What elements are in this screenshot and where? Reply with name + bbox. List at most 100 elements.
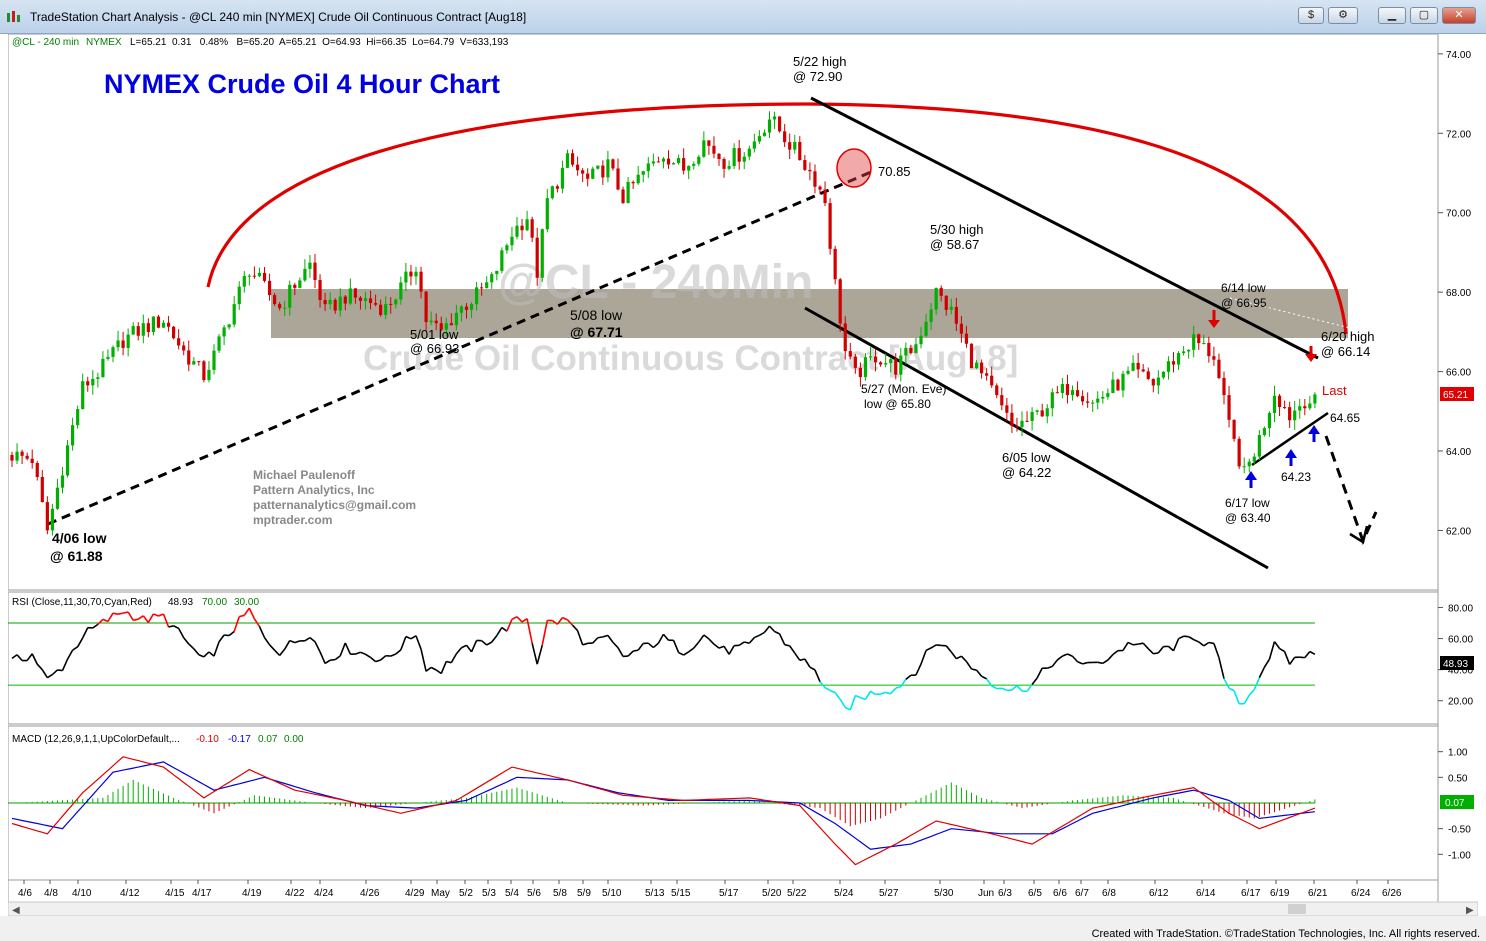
rsi-segment: [1097, 661, 1103, 665]
candle-body: [212, 350, 216, 370]
minimize-button[interactable]: ▁: [1378, 7, 1406, 24]
rsi-segment: [122, 611, 129, 614]
rsi-segment: [61, 658, 69, 671]
rsi-segment: [774, 630, 780, 635]
scroll-right-arrow[interactable]: ▶: [1466, 905, 1474, 916]
rsi-segment: [738, 641, 745, 646]
candle-body: [409, 271, 413, 277]
rsi-label: RSI (Close,11,30,70,Cyan,Red): [12, 597, 152, 608]
rsi-segment: [481, 640, 488, 646]
candle-body: [1106, 393, 1110, 397]
restore-button[interactable]: ▢: [1410, 7, 1438, 24]
rsi-segment: [289, 639, 296, 644]
close-button[interactable]: ✕: [1442, 7, 1476, 24]
candle-body: [772, 116, 777, 120]
candle-body: [1156, 377, 1160, 386]
candle-body: [454, 312, 458, 326]
rsi-segment: [576, 630, 584, 646]
candle-body: [495, 270, 499, 275]
candle-body: [1237, 438, 1241, 467]
candle-body: [1277, 395, 1282, 408]
dollar-button[interactable]: $: [1298, 7, 1324, 24]
candle-body: [1197, 334, 1201, 344]
time-tick-label: 6/6: [1053, 888, 1067, 899]
candle-body: [1075, 390, 1080, 397]
channel-lower-line: [804, 306, 1269, 570]
rsi-segment: [177, 627, 185, 639]
candle-body: [853, 356, 857, 368]
time-tick-label: 5/4: [505, 888, 519, 899]
rsi-segment: [1157, 646, 1165, 654]
rsi-segment: [314, 641, 321, 653]
rsi-segment: [1268, 641, 1276, 660]
blue-arrow-up-icon: [1245, 471, 1257, 488]
rsi-segment: [981, 675, 988, 680]
rsi-segment: [147, 613, 155, 623]
candle-body: [1267, 412, 1272, 429]
chart-window[interactable]: ◀ ▶ @CL - 240Min Crude Oil Continuous Co…: [8, 34, 1478, 916]
rsi-segment: [915, 663, 922, 676]
rsi-segment: [925, 647, 932, 652]
rsi-segment: [778, 633, 786, 646]
candle-body: [626, 181, 630, 204]
rsi-segment: [1208, 641, 1215, 645]
candle-body: [1262, 428, 1266, 436]
time-tick-label: 4/19: [242, 888, 262, 899]
candle-body: [767, 119, 772, 133]
author-email: patternanalytics@gmail.com: [253, 498, 416, 512]
annotation-may30-high: 5/30 high: [930, 222, 984, 237]
annotation-jun17-low: 6/17 low: [1225, 496, 1270, 510]
rsi-segment: [243, 607, 251, 616]
rsi-segment: [36, 663, 43, 671]
candle-body: [1116, 379, 1120, 391]
candle-body: [449, 323, 453, 326]
scrollbar-thumb[interactable]: [1288, 904, 1306, 914]
rsi-segment: [1046, 665, 1053, 669]
candle-body: [15, 451, 19, 461]
candle-body: [631, 181, 635, 184]
annotation-circle-value: 70.85: [878, 164, 911, 179]
rsi-segment: [794, 652, 801, 661]
candle-body: [1136, 362, 1140, 370]
time-tick-label: 4/6: [18, 888, 32, 899]
rsi-segment: [885, 691, 891, 695]
candle-body: [762, 132, 767, 137]
rsi-segment: [900, 678, 907, 688]
macd-histogram: [16, 779, 1316, 827]
red-arrow-down-icon: [1305, 346, 1317, 362]
candle-body: [434, 320, 438, 324]
candle-body: [682, 158, 686, 171]
horizontal-scrollbar[interactable]: [8, 901, 1478, 916]
candle-body: [1015, 425, 1019, 428]
rsi-segment: [380, 655, 387, 661]
candle-body: [550, 186, 554, 199]
candle-body: [783, 131, 787, 143]
rsi-segment: [930, 644, 937, 649]
candle-body: [646, 163, 650, 172]
rsi-segment: [309, 636, 316, 643]
author-company: Pattern Analytics, Inc: [253, 483, 375, 497]
candle-body: [151, 316, 155, 333]
candle-body: [1308, 403, 1312, 409]
candle-body: [1070, 390, 1075, 396]
price-chart[interactable]: ◀ ▶ @CL - 240Min Crude Oil Continuous Co…: [8, 34, 1478, 916]
rsi-segment: [92, 623, 99, 629]
rsi-tick-label: 60.00: [1448, 635, 1473, 646]
candle-body: [96, 377, 100, 379]
scroll-left-arrow[interactable]: ◀: [12, 905, 20, 916]
rsi-segment: [566, 619, 574, 626]
rsi-overbought-value: 70.00: [202, 597, 227, 608]
macd-value: -0.10: [196, 734, 219, 745]
rsi-segment: [375, 659, 381, 663]
rsi-segment: [1127, 641, 1134, 646]
candle-body: [358, 297, 363, 301]
settings-dropdown-button[interactable]: ⚙: [1328, 7, 1358, 24]
rsi-segment: [1071, 655, 1079, 663]
rsi-segment: [158, 613, 164, 617]
rsi-axis: 80.00 60.00 40.00 20.00: [1438, 604, 1473, 708]
candle-body: [1176, 353, 1181, 365]
rsi-segment: [1138, 642, 1144, 645]
candle-body: [1030, 411, 1034, 422]
annotation-may01-low: 5/01 low: [410, 327, 459, 342]
time-tick-label: 5/15: [671, 888, 691, 899]
